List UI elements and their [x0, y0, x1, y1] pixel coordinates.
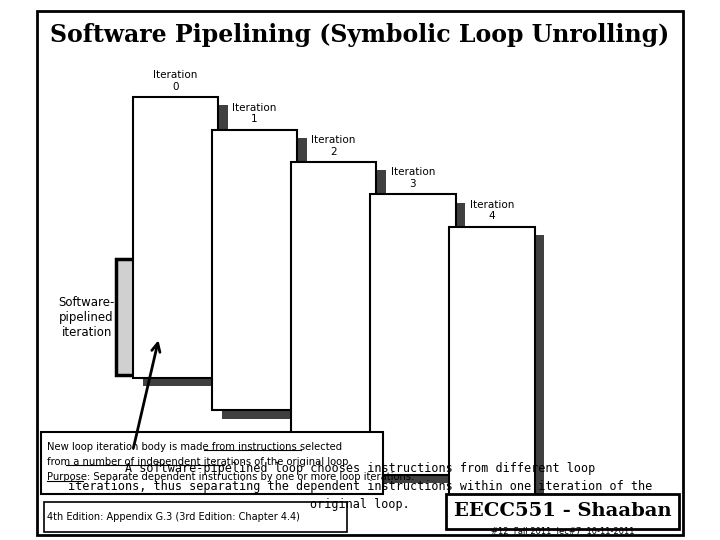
- Text: Iteration
3: Iteration 3: [390, 167, 435, 189]
- FancyBboxPatch shape: [449, 227, 534, 508]
- Text: Purpose: Separate dependent instructions by one or more loop iterations.: Purpose: Separate dependent instructions…: [47, 472, 415, 482]
- Text: Software Pipelining (Symbolic Loop Unrolling): Software Pipelining (Symbolic Loop Unrol…: [50, 23, 670, 47]
- FancyBboxPatch shape: [143, 105, 228, 386]
- FancyBboxPatch shape: [40, 432, 383, 494]
- FancyBboxPatch shape: [446, 494, 680, 529]
- Text: A software-pipelined loop chooses instructions from different loop
iterations, t: A software-pipelined loop chooses instru…: [68, 462, 652, 511]
- FancyBboxPatch shape: [222, 138, 307, 418]
- FancyBboxPatch shape: [291, 162, 377, 443]
- Text: 4th Edition: Appendix G.3 (3rd Edition: Chapter 4.4): 4th Edition: Appendix G.3 (3rd Edition: …: [47, 512, 300, 522]
- FancyBboxPatch shape: [212, 130, 297, 410]
- FancyBboxPatch shape: [301, 170, 387, 451]
- Text: EECC551 - Shaaban: EECC551 - Shaaban: [454, 502, 672, 520]
- FancyBboxPatch shape: [37, 11, 683, 535]
- Text: Software-
pipelined
iteration: Software- pipelined iteration: [58, 296, 114, 339]
- Text: New loop iteration body is made from instructions selected: New loop iteration body is made from ins…: [47, 442, 342, 452]
- Text: from a number of independent iterations of the original loop.: from a number of independent iterations …: [47, 457, 351, 467]
- FancyBboxPatch shape: [370, 194, 456, 475]
- Text: Iteration
2: Iteration 2: [312, 135, 356, 157]
- FancyBboxPatch shape: [44, 502, 347, 532]
- FancyBboxPatch shape: [116, 259, 525, 375]
- FancyBboxPatch shape: [459, 235, 544, 516]
- Text: Iteration
0: Iteration 0: [153, 70, 198, 92]
- Text: #12  Fall 2011  lec#7  10-11-2011: #12 Fall 2011 lec#7 10-11-2011: [491, 526, 634, 536]
- FancyBboxPatch shape: [132, 97, 218, 378]
- Text: Iteration
4: Iteration 4: [469, 200, 514, 221]
- Text: Iteration
1: Iteration 1: [233, 103, 276, 124]
- FancyBboxPatch shape: [379, 202, 465, 483]
